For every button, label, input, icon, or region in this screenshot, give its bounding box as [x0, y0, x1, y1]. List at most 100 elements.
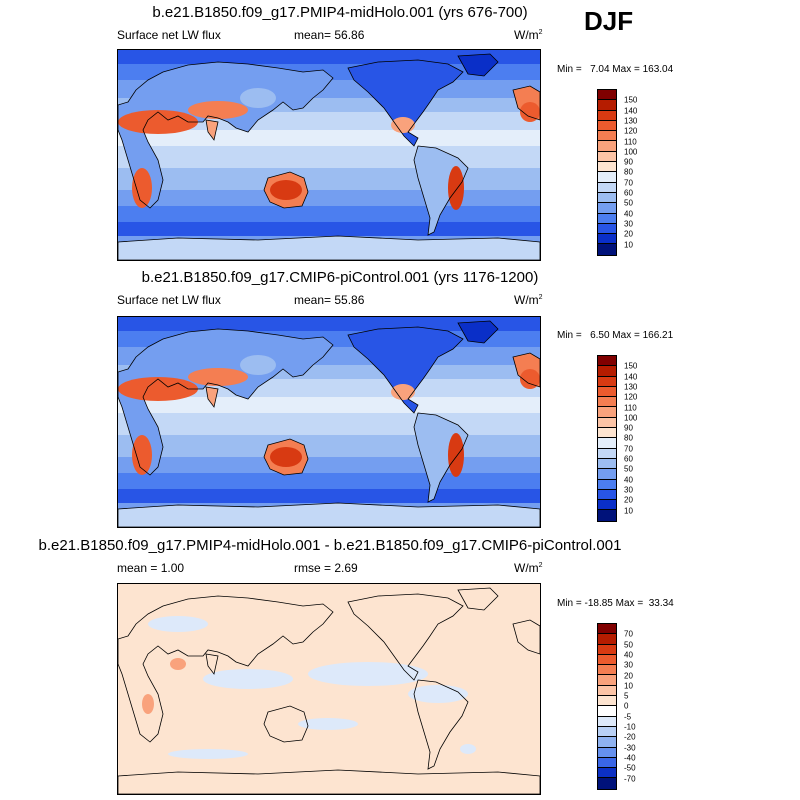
colorbar-tick-label: 110 [624, 137, 637, 146]
colorbar-tick-label: 10 [624, 240, 633, 249]
map-field [118, 50, 540, 260]
units-label: W/m2 [514, 561, 543, 575]
colorbar-box [598, 407, 616, 418]
coastline-india [205, 119, 219, 141]
colorbar-tick-label: 40 [624, 650, 633, 660]
colorbar-box [598, 100, 616, 111]
mean-label: mean= 55.86 [294, 293, 365, 307]
coastline-india [205, 386, 219, 408]
colorbar-box [598, 500, 616, 511]
colorbar-tick-label: 90 [624, 423, 633, 433]
colorbar-box [598, 737, 616, 748]
season-label: DJF [584, 6, 634, 36]
colorbar-tick-label: 30 [624, 485, 633, 495]
colorbar-tick-label: -40 [624, 753, 636, 763]
colorbar-tick-label: 90 [624, 157, 633, 167]
coastline-australia [263, 438, 309, 476]
coastline-africaEurasia [118, 328, 334, 476]
colorbar-tick-label: 150 [624, 95, 638, 105]
coastline-africaEurasia [118, 61, 334, 209]
colorbar-box [598, 747, 616, 758]
colorbar-box [598, 675, 616, 686]
colorbar-tick-label: 60 [624, 454, 633, 464]
colorbar-tick-label: -30 [624, 743, 636, 753]
colorbar-tick-label: 50 [624, 640, 633, 650]
coastline-africaEurasia [118, 595, 334, 743]
colorbar-tick-label: 100 [624, 147, 638, 157]
colorbar-box [598, 757, 616, 769]
colorbar-box [598, 624, 616, 635]
colorbar-tick-label: -50 [624, 763, 636, 773]
colorbar [597, 623, 617, 790]
coastline-greenland [457, 53, 499, 77]
colorbar-tick-label: -10 [624, 722, 636, 732]
colorbar-tick-label: 70 [624, 444, 633, 454]
coastline-greenland [457, 587, 499, 611]
colorbar-tick-label: -70 [624, 774, 636, 783]
colorbar-box [598, 213, 616, 224]
colorbar-box [598, 172, 616, 183]
colorbar-tick-label: 50 [624, 198, 633, 208]
colorbar [597, 355, 617, 522]
colorbar-box [598, 386, 616, 398]
map-field [118, 584, 540, 794]
variable-label: Surface net LW flux [117, 28, 221, 42]
colorbar-box [598, 696, 616, 707]
mean-label: mean= 56.86 [294, 28, 365, 42]
panel-title: b.e21.B1850.f09_g17.PMIP4-midHolo.001 (y… [152, 4, 528, 21]
colorbar-tick-label: 40 [624, 209, 633, 219]
colorbar-box [598, 510, 616, 521]
colorbar-box [598, 665, 616, 676]
coastline-europeWest [512, 619, 540, 655]
panel-title: b.e21.B1850.f09_g17.CMIP6-piControl.001 … [141, 269, 539, 286]
colorbar-tick-label: -20 [624, 732, 636, 742]
colorbar [597, 89, 617, 256]
colorbar-box [598, 192, 616, 204]
coastline-northAmerica [347, 326, 464, 414]
colorbar-tick-label: 30 [624, 660, 633, 670]
colorbar-box [598, 469, 616, 480]
colorbar-tick-label: 40 [624, 475, 633, 485]
colorbar-tick-label: 0 [624, 701, 629, 711]
colorbar-box [598, 428, 616, 439]
colorbar-tick-label: 10 [624, 681, 633, 691]
coastline-northAmerica [347, 59, 464, 147]
coastline-antarctica [118, 502, 540, 527]
coastline-australia [263, 705, 309, 743]
coastline-southAmerica [413, 679, 469, 770]
colorbar-tick-label: 70 [624, 178, 633, 188]
colorbar-tick-label: 110 [624, 403, 637, 412]
colorbar-tick-label: 130 [624, 382, 638, 392]
colorbar-box [598, 654, 616, 666]
rmse-label: rmse = 2.69 [294, 561, 358, 575]
map-field [118, 317, 540, 527]
colorbar-box [598, 151, 616, 163]
units-label: W/m2 [514, 28, 543, 42]
colorbar-box [598, 234, 616, 245]
colorbar-tick-label: 140 [624, 372, 638, 382]
colorbar-tick-label: 30 [624, 219, 633, 229]
colorbar-box [598, 182, 616, 193]
colorbar-tick-label: 60 [624, 188, 633, 198]
colorbar-box [598, 489, 616, 501]
coastline-india [205, 653, 219, 675]
diff-mean-label: mean = 1.00 [117, 561, 185, 575]
colorbar-box [598, 141, 616, 152]
colorbar-box [598, 417, 616, 429]
colorbar-box [598, 162, 616, 173]
colorbar-box [598, 644, 616, 655]
colorbar-tick-label: 80 [624, 167, 633, 177]
colorbar-tick-label: -5 [624, 712, 632, 722]
min-max-label: Min = -18.85 Max = 33.34 [557, 598, 674, 609]
colorbar-box [598, 90, 616, 101]
colorbar-tick-label: 20 [624, 495, 633, 505]
coastline-northAmerica [347, 593, 464, 681]
coastline-antarctica [118, 769, 540, 794]
colorbar-box [598, 634, 616, 645]
colorbar-tick-label: 100 [624, 413, 638, 423]
colorbar-box [598, 726, 616, 738]
coastline-southAmerica [413, 145, 469, 236]
colorbar-tick-label: 120 [624, 126, 638, 136]
map-plot [117, 49, 541, 261]
colorbar-box [598, 366, 616, 377]
